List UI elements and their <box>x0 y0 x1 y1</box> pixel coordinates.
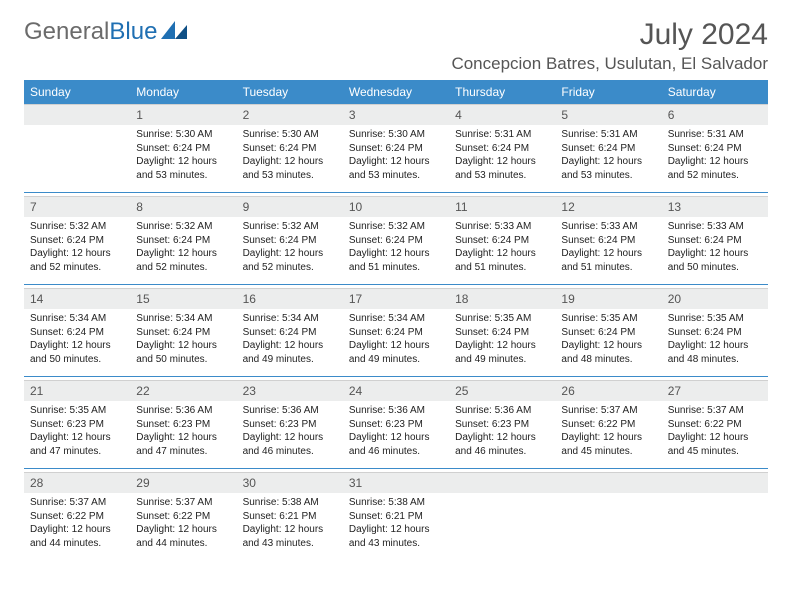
day-detail-row: Sunrise: 5:30 AM Sunset: 6:24 PM Dayligh… <box>24 125 768 193</box>
day-detail-cell: Sunrise: 5:36 AM Sunset: 6:23 PM Dayligh… <box>343 401 449 469</box>
weekday-header: Thursday <box>449 80 555 105</box>
day-number-cell: 23 <box>237 381 343 402</box>
day-detail-cell: Sunrise: 5:30 AM Sunset: 6:24 PM Dayligh… <box>130 125 236 193</box>
header: GeneralBlue July 2024 Concepcion Batres,… <box>24 18 768 74</box>
day-number-cell: 13 <box>662 197 768 218</box>
day-number-cell: 25 <box>449 381 555 402</box>
day-number-cell: 21 <box>24 381 130 402</box>
day-number-cell: 18 <box>449 289 555 310</box>
day-number-cell: 4 <box>449 105 555 126</box>
day-detail-cell <box>24 125 130 193</box>
day-detail-row: Sunrise: 5:37 AM Sunset: 6:22 PM Dayligh… <box>24 493 768 560</box>
day-detail-cell: Sunrise: 5:38 AM Sunset: 6:21 PM Dayligh… <box>343 493 449 560</box>
day-number-cell: 15 <box>130 289 236 310</box>
day-detail-cell: Sunrise: 5:32 AM Sunset: 6:24 PM Dayligh… <box>24 217 130 285</box>
day-number-cell <box>555 473 661 494</box>
weekday-header-row: Sunday Monday Tuesday Wednesday Thursday… <box>24 80 768 105</box>
day-number-cell <box>24 105 130 126</box>
day-number-cell: 22 <box>130 381 236 402</box>
day-number-cell <box>449 473 555 494</box>
day-number-cell: 10 <box>343 197 449 218</box>
weekday-header: Friday <box>555 80 661 105</box>
day-detail-cell: Sunrise: 5:30 AM Sunset: 6:24 PM Dayligh… <box>237 125 343 193</box>
day-number-row: 21222324252627 <box>24 381 768 402</box>
logo: GeneralBlue <box>24 18 187 46</box>
day-detail-cell <box>662 493 768 560</box>
day-detail-cell: Sunrise: 5:34 AM Sunset: 6:24 PM Dayligh… <box>343 309 449 377</box>
day-number-cell: 5 <box>555 105 661 126</box>
day-detail-cell: Sunrise: 5:32 AM Sunset: 6:24 PM Dayligh… <box>237 217 343 285</box>
day-detail-cell: Sunrise: 5:37 AM Sunset: 6:22 PM Dayligh… <box>662 401 768 469</box>
day-number-cell <box>662 473 768 494</box>
day-number-cell: 6 <box>662 105 768 126</box>
day-detail-cell: Sunrise: 5:37 AM Sunset: 6:22 PM Dayligh… <box>130 493 236 560</box>
day-detail-cell: Sunrise: 5:36 AM Sunset: 6:23 PM Dayligh… <box>130 401 236 469</box>
logo-icon <box>161 18 187 46</box>
location: Concepcion Batres, Usulutan, El Salvador <box>451 54 768 74</box>
day-number-cell: 28 <box>24 473 130 494</box>
day-number-row: 123456 <box>24 105 768 126</box>
day-detail-cell: Sunrise: 5:36 AM Sunset: 6:23 PM Dayligh… <box>449 401 555 469</box>
weekday-header: Wednesday <box>343 80 449 105</box>
day-detail-cell: Sunrise: 5:34 AM Sunset: 6:24 PM Dayligh… <box>130 309 236 377</box>
day-number-cell: 11 <box>449 197 555 218</box>
day-detail-cell: Sunrise: 5:34 AM Sunset: 6:24 PM Dayligh… <box>237 309 343 377</box>
day-number-cell: 3 <box>343 105 449 126</box>
day-number-row: 78910111213 <box>24 197 768 218</box>
day-detail-cell: Sunrise: 5:33 AM Sunset: 6:24 PM Dayligh… <box>555 217 661 285</box>
day-detail-cell: Sunrise: 5:32 AM Sunset: 6:24 PM Dayligh… <box>130 217 236 285</box>
day-number-cell: 27 <box>662 381 768 402</box>
day-detail-cell: Sunrise: 5:35 AM Sunset: 6:23 PM Dayligh… <box>24 401 130 469</box>
day-detail-cell: Sunrise: 5:38 AM Sunset: 6:21 PM Dayligh… <box>237 493 343 560</box>
day-number-cell: 7 <box>24 197 130 218</box>
day-detail-cell: Sunrise: 5:35 AM Sunset: 6:24 PM Dayligh… <box>449 309 555 377</box>
logo-text-1: General <box>24 18 109 46</box>
day-detail-cell: Sunrise: 5:33 AM Sunset: 6:24 PM Dayligh… <box>449 217 555 285</box>
day-number-cell: 20 <box>662 289 768 310</box>
title-block: July 2024 Concepcion Batres, Usulutan, E… <box>451 18 768 74</box>
day-number-cell: 31 <box>343 473 449 494</box>
day-detail-cell: Sunrise: 5:37 AM Sunset: 6:22 PM Dayligh… <box>24 493 130 560</box>
day-detail-cell: Sunrise: 5:32 AM Sunset: 6:24 PM Dayligh… <box>343 217 449 285</box>
day-number-cell: 26 <box>555 381 661 402</box>
day-detail-cell: Sunrise: 5:35 AM Sunset: 6:24 PM Dayligh… <box>555 309 661 377</box>
day-detail-cell <box>449 493 555 560</box>
day-detail-cell: Sunrise: 5:34 AM Sunset: 6:24 PM Dayligh… <box>24 309 130 377</box>
day-number-cell: 2 <box>237 105 343 126</box>
day-detail-row: Sunrise: 5:34 AM Sunset: 6:24 PM Dayligh… <box>24 309 768 377</box>
day-detail-cell: Sunrise: 5:33 AM Sunset: 6:24 PM Dayligh… <box>662 217 768 285</box>
day-number-row: 28293031 <box>24 473 768 494</box>
day-number-cell: 1 <box>130 105 236 126</box>
day-number-row: 14151617181920 <box>24 289 768 310</box>
day-detail-cell: Sunrise: 5:37 AM Sunset: 6:22 PM Dayligh… <box>555 401 661 469</box>
weekday-header: Monday <box>130 80 236 105</box>
day-number-cell: 8 <box>130 197 236 218</box>
day-detail-cell: Sunrise: 5:36 AM Sunset: 6:23 PM Dayligh… <box>237 401 343 469</box>
day-detail-row: Sunrise: 5:32 AM Sunset: 6:24 PM Dayligh… <box>24 217 768 285</box>
day-detail-cell: Sunrise: 5:31 AM Sunset: 6:24 PM Dayligh… <box>555 125 661 193</box>
day-number-cell: 14 <box>24 289 130 310</box>
day-number-cell: 30 <box>237 473 343 494</box>
day-detail-row: Sunrise: 5:35 AM Sunset: 6:23 PM Dayligh… <box>24 401 768 469</box>
day-detail-cell: Sunrise: 5:31 AM Sunset: 6:24 PM Dayligh… <box>449 125 555 193</box>
calendar: Sunday Monday Tuesday Wednesday Thursday… <box>24 80 768 560</box>
weekday-header: Sunday <box>24 80 130 105</box>
day-number-cell: 16 <box>237 289 343 310</box>
day-number-cell: 24 <box>343 381 449 402</box>
month-title: July 2024 <box>451 18 768 52</box>
weekday-header: Tuesday <box>237 80 343 105</box>
day-detail-cell <box>555 493 661 560</box>
weekday-header: Saturday <box>662 80 768 105</box>
day-detail-cell: Sunrise: 5:31 AM Sunset: 6:24 PM Dayligh… <box>662 125 768 193</box>
day-detail-cell: Sunrise: 5:35 AM Sunset: 6:24 PM Dayligh… <box>662 309 768 377</box>
day-number-cell: 29 <box>130 473 236 494</box>
logo-text-2: Blue <box>109 18 157 46</box>
day-number-cell: 9 <box>237 197 343 218</box>
day-number-cell: 19 <box>555 289 661 310</box>
day-detail-cell: Sunrise: 5:30 AM Sunset: 6:24 PM Dayligh… <box>343 125 449 193</box>
day-number-cell: 12 <box>555 197 661 218</box>
day-number-cell: 17 <box>343 289 449 310</box>
